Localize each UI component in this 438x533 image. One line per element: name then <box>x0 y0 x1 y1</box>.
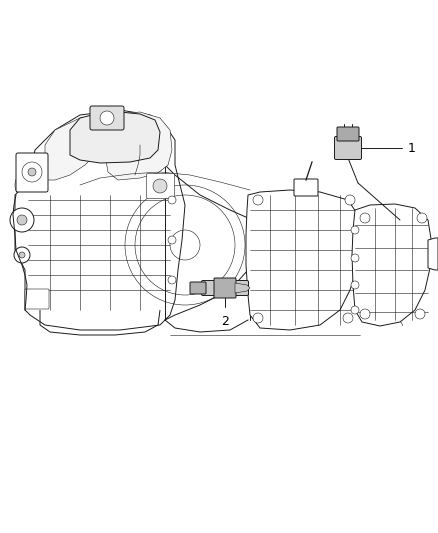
Circle shape <box>28 168 36 176</box>
Circle shape <box>360 309 370 319</box>
Circle shape <box>22 162 42 182</box>
FancyBboxPatch shape <box>25 289 49 309</box>
Circle shape <box>153 179 167 193</box>
Circle shape <box>415 309 425 319</box>
FancyBboxPatch shape <box>335 136 361 159</box>
Circle shape <box>168 276 176 284</box>
FancyBboxPatch shape <box>90 106 124 130</box>
Text: 2: 2 <box>221 315 229 328</box>
Circle shape <box>14 247 30 263</box>
Circle shape <box>168 196 176 204</box>
Circle shape <box>360 213 370 223</box>
Polygon shape <box>428 238 438 270</box>
Circle shape <box>351 226 359 234</box>
Circle shape <box>17 215 27 225</box>
Circle shape <box>417 213 427 223</box>
Circle shape <box>351 306 359 314</box>
Circle shape <box>19 252 25 258</box>
Circle shape <box>253 313 263 323</box>
Circle shape <box>345 195 355 205</box>
Polygon shape <box>45 115 100 180</box>
Polygon shape <box>352 204 432 326</box>
Circle shape <box>343 313 353 323</box>
Polygon shape <box>15 110 185 330</box>
Circle shape <box>10 208 34 232</box>
Polygon shape <box>70 112 160 163</box>
Circle shape <box>351 254 359 262</box>
FancyBboxPatch shape <box>201 280 248 295</box>
Text: 1: 1 <box>408 141 416 155</box>
FancyBboxPatch shape <box>190 282 206 294</box>
Polygon shape <box>104 112 172 180</box>
Polygon shape <box>235 283 250 293</box>
FancyBboxPatch shape <box>146 174 174 198</box>
Circle shape <box>168 236 176 244</box>
FancyBboxPatch shape <box>16 153 48 192</box>
Circle shape <box>100 111 114 125</box>
FancyBboxPatch shape <box>294 179 318 196</box>
FancyBboxPatch shape <box>337 127 359 141</box>
Circle shape <box>351 281 359 289</box>
Polygon shape <box>246 190 360 330</box>
Circle shape <box>253 195 263 205</box>
FancyBboxPatch shape <box>214 278 236 298</box>
